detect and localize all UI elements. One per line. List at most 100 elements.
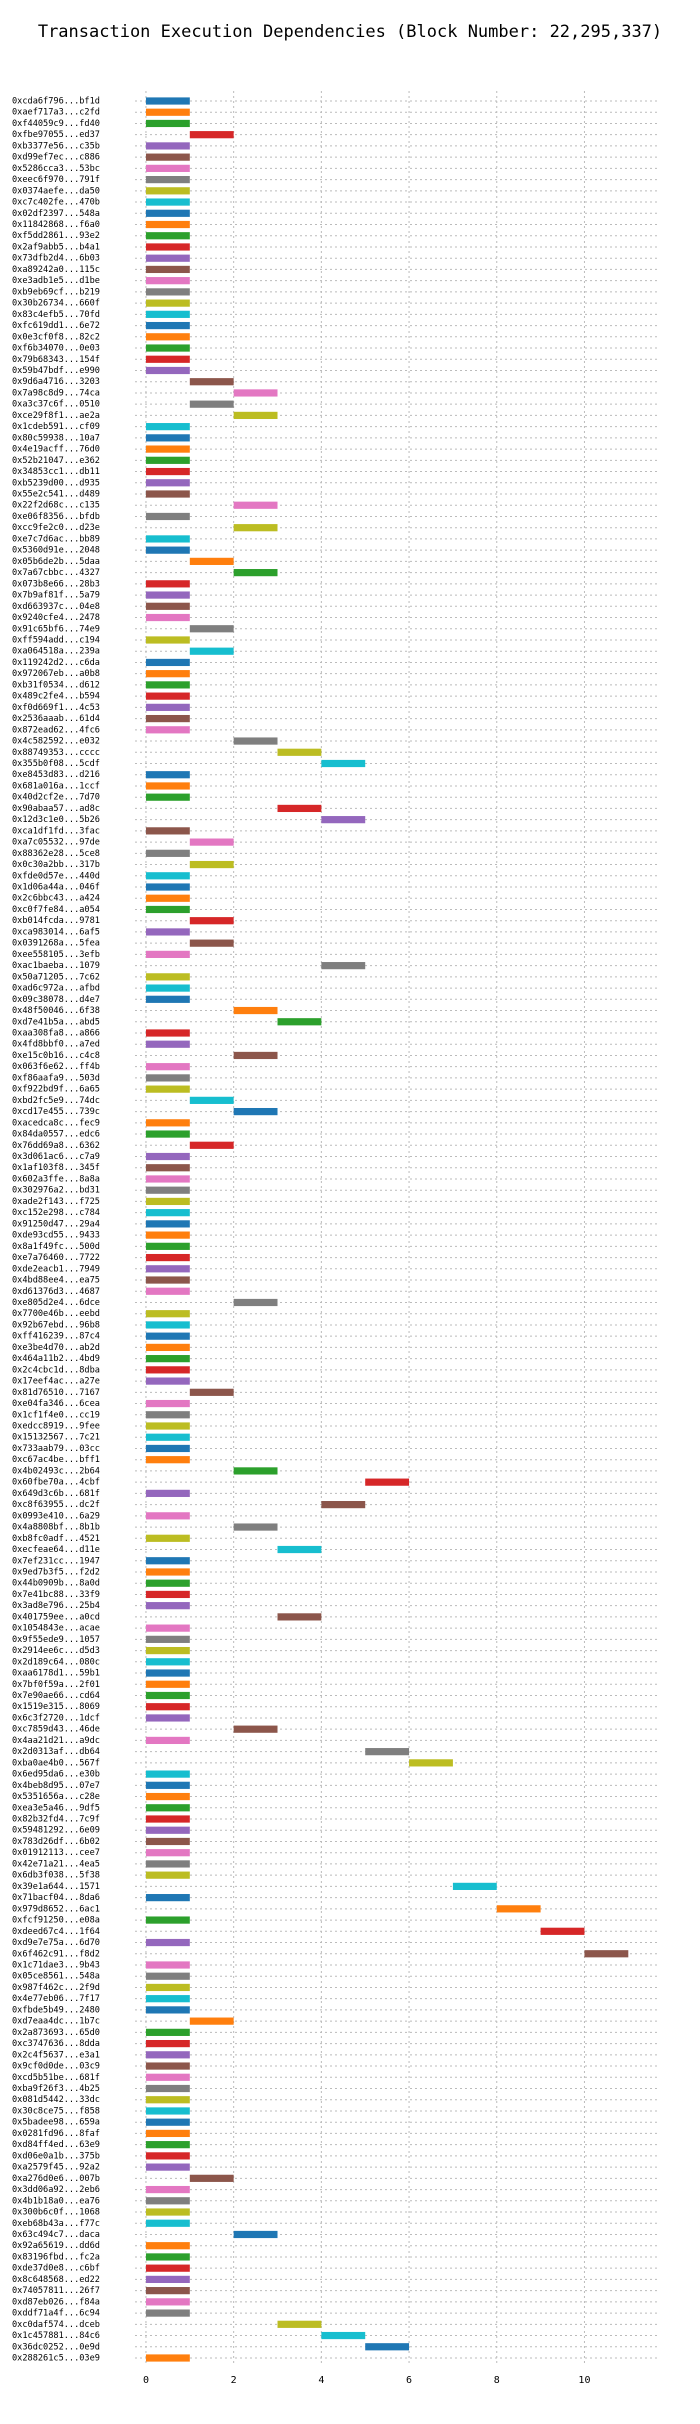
row-label: 0x4aa21d21...a9dc (12, 1736, 100, 1746)
row-label: 0xa2579f45...92a2 (12, 2163, 100, 2173)
row-label: 0x8a1f49fc...500d (12, 1242, 100, 1252)
bar (145, 2051, 190, 2059)
bar (233, 2230, 278, 2239)
bar (145, 1355, 190, 1363)
row-label: 0x5351656a...c28e (12, 1792, 100, 1802)
bar (145, 1242, 190, 1250)
row-label: 0xce29f8f1...ae2a (12, 411, 100, 421)
bar (145, 1366, 190, 1374)
bar (145, 2141, 190, 2149)
row-label: 0xddf71a4f...6c94 (12, 2309, 100, 2319)
bar (321, 816, 366, 824)
bar (277, 1018, 322, 1026)
row-label: 0xba0ae4b0...567f (12, 1758, 100, 1768)
bar (145, 1961, 190, 1969)
row-label: 0x2d0313af...db64 (12, 1747, 100, 1757)
row-label: 0x4b1b18a0...ea76 (12, 2196, 100, 2206)
row-label: 0x979d8652...6ac1 (12, 1904, 100, 1914)
bar (145, 2118, 190, 2126)
bar (496, 1905, 541, 1913)
bar (145, 1152, 190, 1161)
bar (145, 692, 190, 700)
row-label: 0xe04fa346...6cea (12, 1399, 100, 1409)
row-label: 0xeec6f970...791f (12, 175, 100, 185)
bar (145, 1253, 190, 1262)
bar (145, 299, 190, 307)
row-label: 0xc0f7fe84...a054 (12, 905, 100, 915)
bar (145, 2163, 190, 2171)
bar (145, 1849, 190, 1857)
bar (145, 1736, 190, 1745)
row-label: 0xad6c972a...afbd (12, 984, 100, 994)
bar (145, 198, 190, 206)
row-label: 0x7e90ae66...cd64 (12, 1691, 100, 1701)
row-label: 0x681a016a...1ccf (12, 781, 100, 791)
bar (145, 1433, 190, 1441)
row-label: 0x7e41bc88...33f9 (12, 1590, 100, 1600)
row-label: 0x83c4efb5...70fd (12, 310, 100, 320)
bar (145, 265, 190, 274)
bar (145, 333, 190, 341)
bar (145, 2298, 190, 2306)
row-label: 0x76dd69a8...6362 (12, 1141, 100, 1151)
bar (145, 479, 190, 487)
row-label: 0xd61376d3...4687 (12, 1287, 100, 1297)
row-label: 0xff594add...c194 (12, 635, 100, 645)
row-label: 0xa276d0e6...007b (12, 2174, 100, 2184)
bar (189, 1388, 234, 1396)
row-label: 0x4b02493c...2b64 (12, 1466, 100, 1476)
row-label: 0xbd2fc5e9...74dc (12, 1096, 100, 1106)
bar (145, 1916, 190, 1924)
row-label: 0xa3c37c6f...0510 (12, 400, 100, 410)
bar (321, 1501, 366, 1509)
bar (145, 894, 190, 902)
bar (145, 2287, 190, 2295)
row-label: 0x3d061ac6...c7a9 (12, 1152, 100, 1162)
row-label: 0x7a67cbbc...4327 (12, 568, 100, 578)
bar (365, 1478, 410, 1486)
row-label: 0xc8f63955...dc2f (12, 1500, 100, 1510)
bar (145, 681, 190, 689)
row-label: 0x05b6de2b...5daa (12, 557, 100, 567)
bar (145, 1332, 190, 1340)
row-label: 0x6db3f038...5f38 (12, 1871, 100, 1881)
row-label: 0x1c71dae3...9b43 (12, 1960, 100, 1970)
bar (145, 1860, 190, 1868)
bar (189, 860, 234, 869)
row-label: 0xaa308fa8...a866 (12, 1028, 100, 1038)
bar (145, 2208, 190, 2216)
row-label: 0xcc9fe2c0...d23e (12, 523, 100, 533)
row-label: 0x17eef4ac...a27e (12, 1377, 100, 1387)
row-label: 0xde37d0e8...c6bf (12, 2264, 100, 2274)
row-label: 0x6c3f2720...1dcf (12, 1713, 100, 1723)
bar (189, 838, 234, 846)
row-label: 0xfbde5b49...2480 (12, 2005, 100, 2015)
bar (145, 1231, 190, 1239)
row-label: 0xc152e298...c784 (12, 1208, 100, 1218)
bar (277, 748, 322, 756)
row-label: 0x1054843e...acae (12, 1624, 100, 1634)
bar (189, 2174, 234, 2182)
row-label: 0x063f6e62...ff4b (12, 1062, 100, 1072)
row-label: 0x302976a2...bd31 (12, 1186, 100, 1196)
bar (145, 1197, 190, 1206)
row-label: 0xcd17e455...739c (12, 1107, 100, 1117)
row-label: 0x9ed7b3f5...f2d2 (12, 1567, 100, 1577)
row-label: 0x5badee98...659a (12, 2118, 100, 2128)
bar (145, 2354, 190, 2362)
bar (145, 1164, 190, 1172)
row-label: 0xf5dd2861...93e2 (12, 231, 100, 241)
row-label: 0x2c4f5637...e3a1 (12, 2050, 100, 2060)
row-label: 0x401759ee...a0cd (12, 1612, 100, 1622)
row-label: 0xf44059c9...fd40 (12, 119, 100, 129)
bar (145, 1871, 190, 1879)
bar (145, 580, 190, 588)
row-label: 0xf6b34070...0e03 (12, 344, 100, 354)
row-label: 0xade2f143...f725 (12, 1197, 100, 1207)
row-label: 0x872ead62...4fc6 (12, 725, 100, 735)
row-label: 0x60fbe70a...4cbf (12, 1478, 100, 1488)
bar (145, 2028, 190, 2036)
row-label: 0x7b9af81f...5a79 (12, 591, 100, 601)
bar (145, 1074, 190, 1082)
row-label: 0x0e3cf0f8...82c2 (12, 332, 100, 342)
